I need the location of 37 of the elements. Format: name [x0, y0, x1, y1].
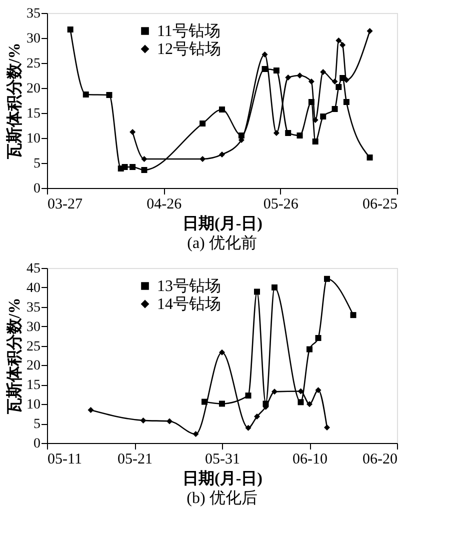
- x-tick-label: 04-26: [146, 196, 182, 212]
- y-axis-title: 瓦斯体积分数/%: [6, 42, 24, 160]
- x-tick-label: 06-20: [362, 452, 398, 468]
- x-tick-label: 06-25: [362, 196, 398, 212]
- y-tick-label: 10: [26, 132, 40, 146]
- x-tick-label: 05-26: [263, 196, 299, 212]
- y-tick-label: 25: [26, 56, 40, 72]
- x-axis-title: 日期(月-日): [182, 470, 262, 488]
- y-axis-title: 瓦斯体积分数/%: [6, 298, 24, 416]
- x-tick-label: 05-11: [48, 452, 82, 468]
- y-tick-label: 0: [34, 436, 40, 452]
- x-tick-label: 03-27: [48, 196, 83, 212]
- text: (b) 优化后: [186, 489, 258, 507]
- legend-label: 13号钻场: [157, 278, 221, 295]
- y-tick-label: 35: [26, 300, 40, 316]
- x-tick-label: 05-31: [205, 452, 240, 468]
- y-tick-label: 35: [26, 6, 40, 22]
- y-tick-label: 5: [34, 156, 40, 172]
- y-tick-label: 0: [34, 182, 40, 196]
- x-axis-title: 日期(月-日): [182, 214, 262, 232]
- y-tick-label: 25: [26, 339, 40, 354]
- x-tick-label: 06-10: [292, 452, 328, 468]
- legend-label: 14号钻场: [157, 296, 221, 313]
- y-tick-label: 20: [26, 358, 40, 374]
- y-tick-label: 15: [26, 106, 40, 122]
- y-tick-label: 40: [26, 280, 40, 296]
- y-tick-label: 30: [26, 32, 40, 46]
- y-tick-label: 30: [26, 320, 40, 335]
- y-tick-label: 45: [26, 262, 40, 276]
- y-tick-label: 10: [26, 398, 40, 413]
- y-tick-label: 20: [26, 82, 40, 96]
- y-tick-label: 5: [34, 417, 40, 432]
- text: (a) 优化前: [187, 234, 257, 252]
- legend-label: 11号钻场: [157, 23, 220, 40]
- x-tick-label: 05-21: [118, 452, 152, 468]
- legend-label: 12号钻场: [157, 41, 221, 58]
- y-tick-label: 15: [26, 378, 40, 394]
